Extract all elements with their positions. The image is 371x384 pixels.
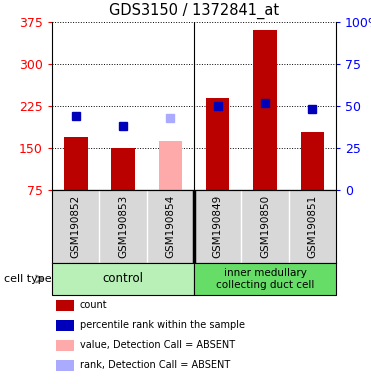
Text: control: control [102,273,144,285]
Text: GSM190849: GSM190849 [213,195,223,258]
Bar [111,148,135,190]
Bar [52,263,194,295]
Text: GSM190851: GSM190851 [307,195,317,258]
Text: cell type: cell type [4,274,51,284]
Bar [206,98,230,190]
Bar [253,30,277,190]
Bar [194,263,336,295]
Title: GDS3150 / 1372841_at: GDS3150 / 1372841_at [109,3,279,19]
Bar [301,132,324,190]
Text: rank, Detection Call = ABSENT: rank, Detection Call = ABSENT [80,360,230,370]
Text: value, Detection Call = ABSENT: value, Detection Call = ABSENT [80,340,235,350]
Text: percentile rank within the sample: percentile rank within the sample [80,320,245,330]
Text: GSM190850: GSM190850 [260,195,270,258]
Text: GSM190853: GSM190853 [118,195,128,258]
Text: GSM190854: GSM190854 [165,195,175,258]
Text: count: count [80,300,108,310]
Bar [158,141,182,190]
Text: GSM190852: GSM190852 [70,195,81,258]
Text: inner medullary
collecting duct cell: inner medullary collecting duct cell [216,268,314,290]
Bar [64,137,88,190]
